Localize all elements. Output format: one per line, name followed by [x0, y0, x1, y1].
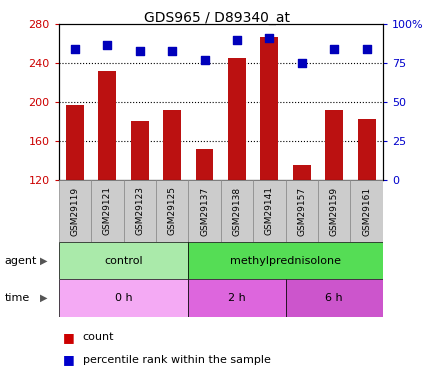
Bar	[350, 180, 382, 242]
Text: GSM29123: GSM29123	[135, 186, 144, 236]
Bar	[220, 180, 253, 242]
Text: GSM29141: GSM29141	[264, 186, 273, 236]
Bar	[59, 279, 188, 317]
Bar	[357, 119, 375, 180]
Bar	[325, 110, 342, 180]
Text: GDS965 / D89340_at: GDS965 / D89340_at	[144, 11, 290, 25]
Bar	[91, 180, 123, 242]
Bar	[285, 180, 317, 242]
Bar	[123, 180, 155, 242]
Point	[201, 57, 207, 63]
Text: ■: ■	[63, 354, 75, 366]
Bar	[227, 58, 245, 180]
Text: control: control	[104, 256, 142, 266]
Bar	[188, 242, 382, 279]
Bar	[59, 242, 188, 279]
Point	[265, 35, 272, 41]
Bar	[59, 180, 91, 242]
Bar	[188, 279, 285, 317]
Bar	[131, 121, 148, 180]
Bar	[156, 180, 188, 242]
Bar	[98, 71, 116, 180]
Text: time: time	[4, 293, 30, 303]
Text: GSM29159: GSM29159	[329, 186, 338, 236]
Text: GSM29138: GSM29138	[232, 186, 241, 236]
Text: 2 h: 2 h	[227, 293, 245, 303]
Point	[71, 46, 78, 52]
Point	[298, 60, 305, 66]
Point	[136, 48, 143, 54]
Point	[330, 46, 337, 52]
Text: 0 h: 0 h	[115, 293, 132, 303]
Text: GSM29121: GSM29121	[102, 186, 112, 236]
Bar	[253, 180, 285, 242]
Text: GSM29125: GSM29125	[167, 186, 176, 236]
Bar	[317, 180, 350, 242]
Point	[233, 37, 240, 43]
Text: ■: ■	[63, 331, 75, 344]
Text: GSM29157: GSM29157	[296, 186, 306, 236]
Text: ▶: ▶	[39, 293, 47, 303]
Text: GSM29161: GSM29161	[361, 186, 370, 236]
Point	[362, 46, 369, 52]
Text: agent: agent	[4, 256, 36, 266]
Bar	[292, 165, 310, 180]
Text: 6 h: 6 h	[325, 293, 342, 303]
Text: ▶: ▶	[39, 256, 47, 266]
Bar	[195, 149, 213, 180]
Text: methylprednisolone: methylprednisolone	[230, 256, 340, 266]
Text: GSM29137: GSM29137	[200, 186, 209, 236]
Bar	[163, 110, 181, 180]
Text: percentile rank within the sample: percentile rank within the sample	[82, 355, 270, 365]
Text: GSM29119: GSM29119	[70, 186, 79, 236]
Bar	[66, 105, 84, 180]
Text: count: count	[82, 333, 114, 342]
Bar	[260, 37, 278, 180]
Bar	[285, 279, 382, 317]
Bar	[188, 180, 220, 242]
Point	[104, 42, 111, 48]
Point	[168, 48, 175, 54]
